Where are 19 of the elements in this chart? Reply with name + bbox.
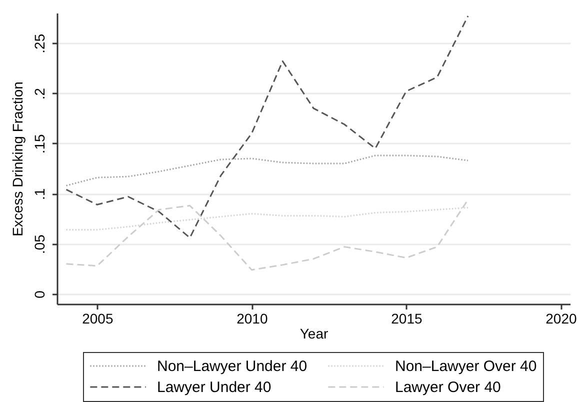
y-tick-label: .05 <box>32 234 48 254</box>
x-axis-title: Year <box>300 326 328 342</box>
y-tick-label: 0 <box>32 290 48 298</box>
legend-label: Lawyer Over 40 <box>395 379 501 396</box>
x-tick-label: 2015 <box>391 310 422 326</box>
y-axis-title: Excess Drinking Fraction <box>10 82 26 236</box>
x-tick-label: 2020 <box>546 310 578 326</box>
legend-label: Non–Lawyer Under 40 <box>157 358 308 375</box>
x-tick-label: 2010 <box>236 310 268 326</box>
legend-label: Non–Lawyer Over 40 <box>395 358 537 375</box>
x-tick-label: 2005 <box>82 310 114 326</box>
y-tick-label: .25 <box>32 34 48 54</box>
y-tick-label: .1 <box>32 188 48 200</box>
y-tick-label: .2 <box>32 88 48 100</box>
line-series <box>66 198 469 271</box>
line-series <box>66 154 469 186</box>
line-series <box>66 15 469 239</box>
legend-label: Lawyer Under 40 <box>157 379 272 396</box>
y-tick-label: .15 <box>32 134 48 154</box>
